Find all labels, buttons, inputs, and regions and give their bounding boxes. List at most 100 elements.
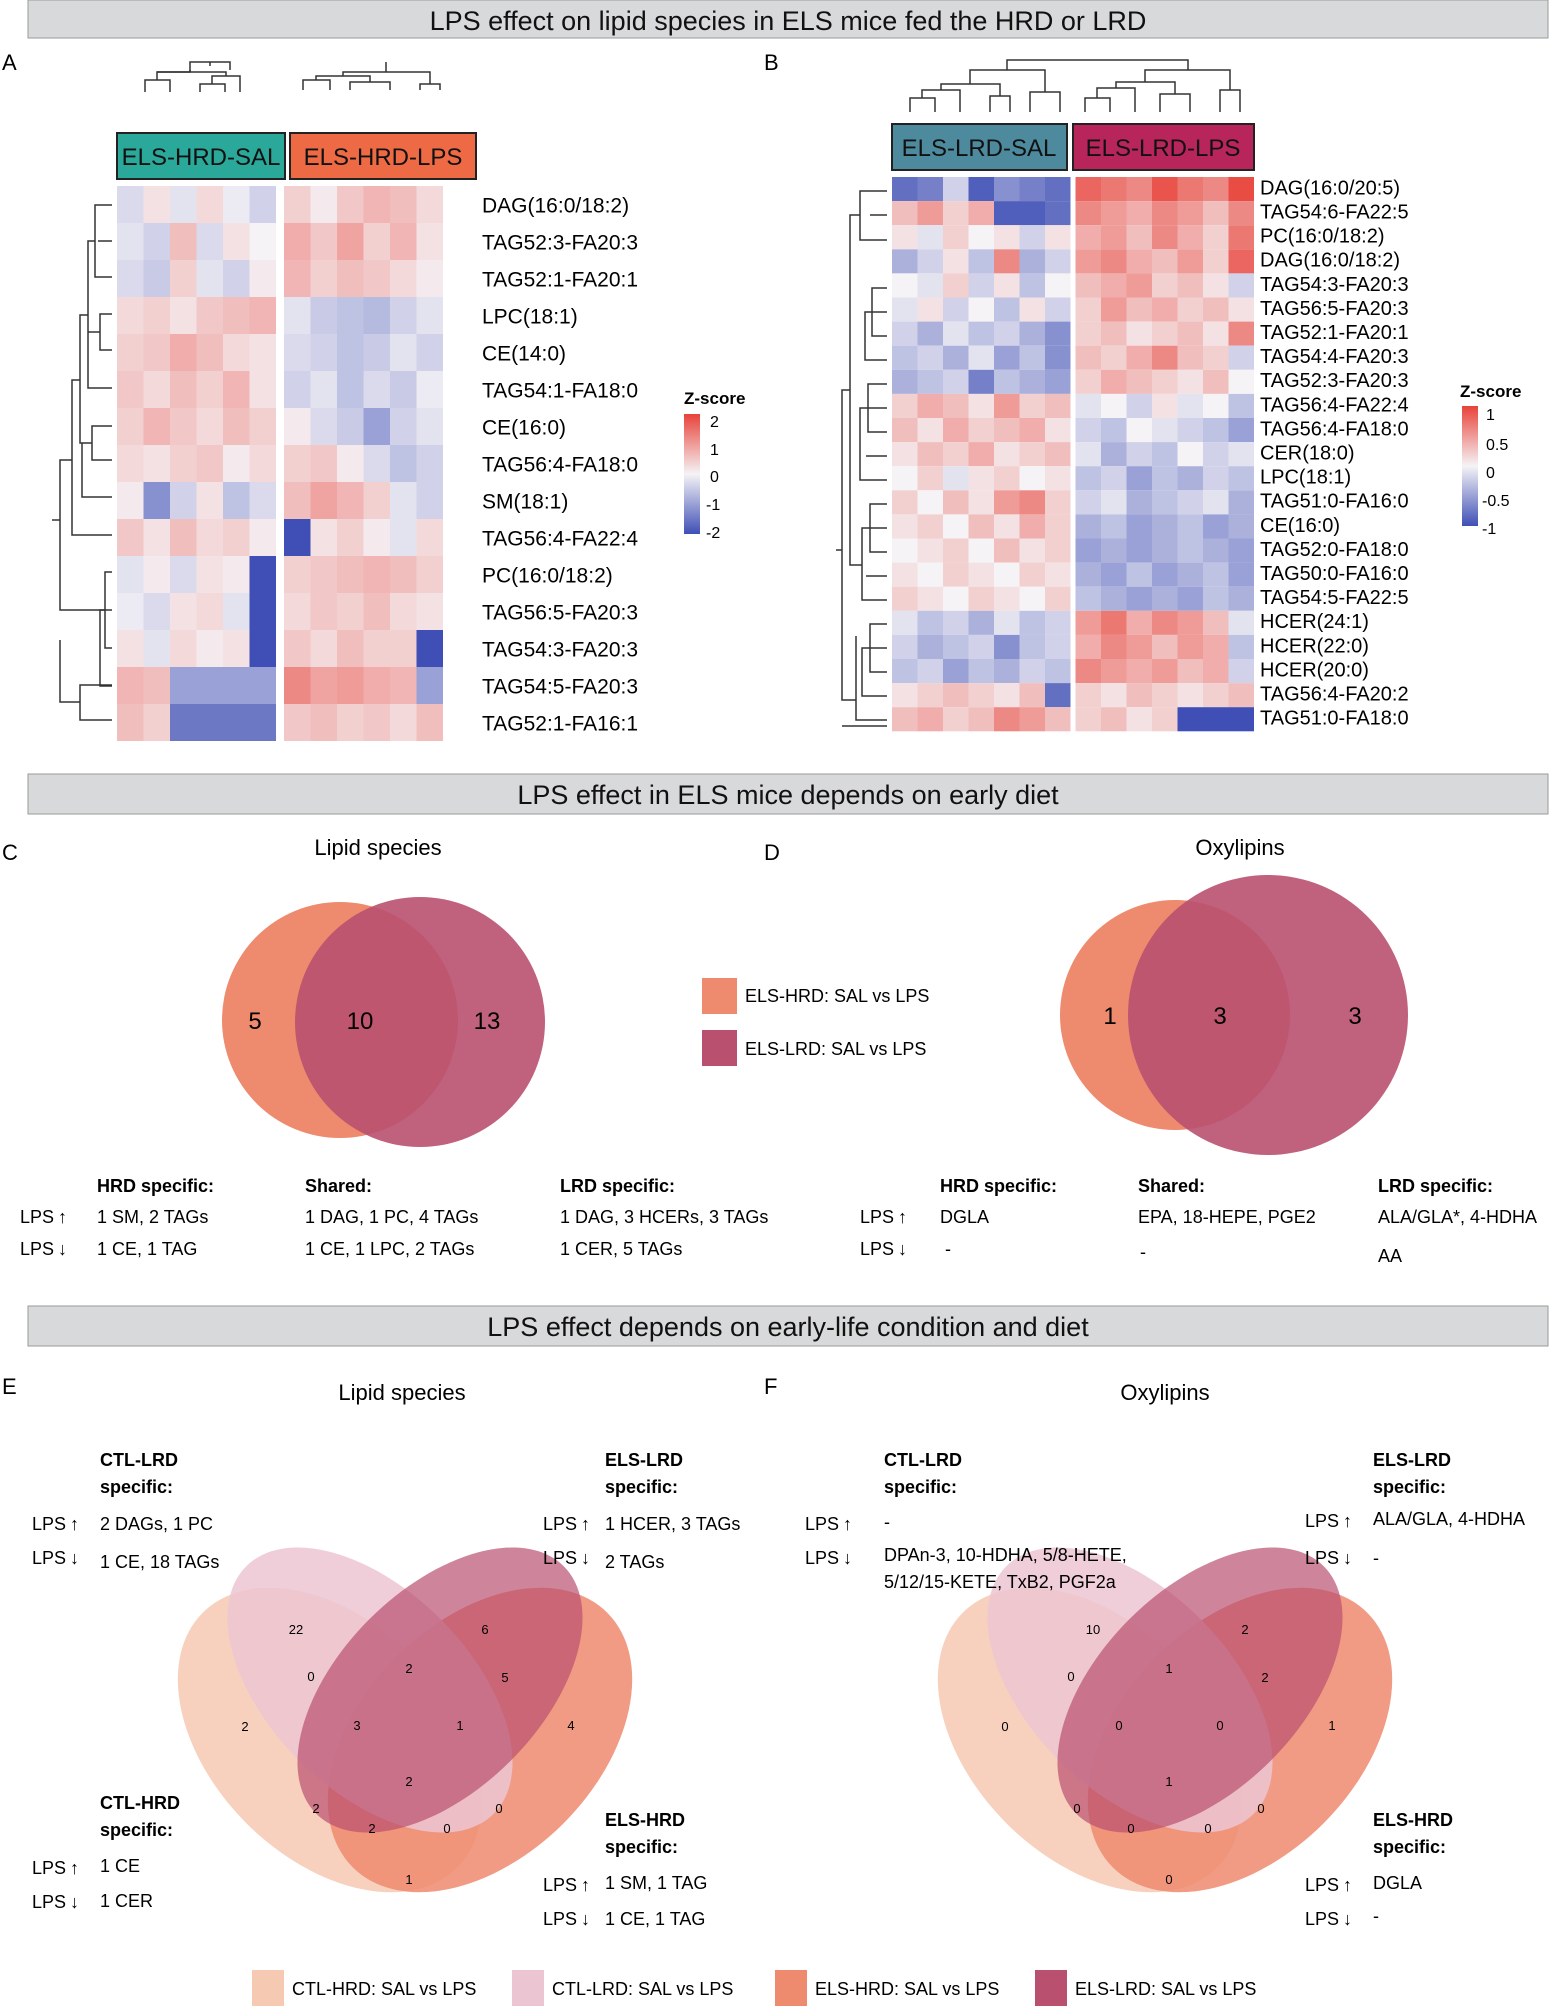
heatmap-cell <box>1101 538 1127 563</box>
panel-f-els-lrd-down: - <box>1373 1548 1379 1568</box>
heatmap-cell <box>1177 393 1203 418</box>
heatmap-cell <box>143 371 170 408</box>
heatmap-cell <box>892 586 918 611</box>
heatmap-cell <box>917 514 943 539</box>
heatmap-cell <box>1075 683 1101 708</box>
heatmap-cell <box>1045 490 1071 515</box>
heatmap-cell <box>1075 201 1101 226</box>
heatmap-cell <box>1045 659 1071 684</box>
heatmap-cell <box>416 297 443 334</box>
heatmap-row-label: PC(16:0/18:2) <box>482 565 613 588</box>
venn-f-counts: 10 2 0 1 0 1 2 0 0 1 0 0 0 0 0 <box>1001 1622 1335 1887</box>
heatmap-cell <box>1228 538 1254 563</box>
panel-d-lrd-down: AA <box>1378 1246 1402 1266</box>
heatmap-cell <box>892 249 918 274</box>
heatmap-cell <box>337 482 364 519</box>
heatmap-row-label: TAG56:4-FA22:4 <box>482 528 638 551</box>
heatmap-row-label: TAG56:5-FA20:3 <box>482 602 638 625</box>
heatmap-cell <box>249 482 276 519</box>
heatmap-cell <box>249 667 276 704</box>
panel-d-down-arrow: ↓ <box>898 1239 907 1259</box>
heatmap-cell <box>968 345 994 370</box>
heatmap-cell <box>223 519 250 556</box>
heatmap-cell <box>1075 249 1101 274</box>
venn-legend-cd-swatch-lrd <box>702 1030 737 1066</box>
heatmap-cell <box>249 556 276 593</box>
heatmap-row-label: TAG50:0-FA16:0 <box>1260 563 1409 585</box>
heatmap-cell <box>1177 562 1203 587</box>
heatmap-cell <box>1019 418 1045 443</box>
heatmap-cell <box>196 593 223 630</box>
heatmap-cell <box>1075 707 1101 732</box>
heatmap-a-tick-1: 1 <box>710 442 719 459</box>
heatmap-cell <box>1152 177 1178 202</box>
heatmap-cell <box>968 538 994 563</box>
heatmap-cell <box>390 556 417 593</box>
heatmap-cell <box>892 610 918 635</box>
heatmap-cell <box>1152 297 1178 322</box>
panel-letter-f: F <box>764 1374 777 1399</box>
panel-e-ctl-lrd-arrow-up: ↑ <box>70 1514 79 1534</box>
heatmap-cell <box>310 260 337 297</box>
heatmap-cell <box>310 223 337 260</box>
heatmap-cell <box>968 442 994 467</box>
panel-f-els-lrd-lps-up: LPS <box>1305 1511 1339 1531</box>
heatmap-cell <box>337 630 364 667</box>
heatmap-cell <box>892 634 918 659</box>
panel-f-els-lrd-lps-down: LPS <box>1305 1548 1339 1568</box>
panel-c-tables: HRD specific: LPS ↑ LPS ↓ 1 SM, 2 TAGs 1… <box>20 1176 768 1259</box>
panel-f-ctl-lrd-lps-up: LPS <box>805 1514 839 1534</box>
heatmap-cell <box>1101 659 1127 684</box>
heatmap-row-label: TAG54:1-FA18:0 <box>482 380 638 403</box>
heatmap-b-tick-05: 0.5 <box>1486 437 1508 454</box>
heatmap-cell <box>143 186 170 223</box>
heatmap-cell <box>994 273 1020 298</box>
heatmap-row-label: SM(18:1) <box>482 491 568 514</box>
heatmap-cell <box>917 683 943 708</box>
venn-legend-cd-swatch-hrd <box>702 978 737 1014</box>
heatmap-cell <box>416 704 443 741</box>
heatmap-cell <box>1152 586 1178 611</box>
heatmap-cell <box>310 371 337 408</box>
heatmap-row-label: CE(14:0) <box>482 343 566 366</box>
heatmap-cell <box>363 408 390 445</box>
heatmap-row-label: TAG54:3-FA20:3 <box>482 639 638 662</box>
heatmap-cell <box>1075 659 1101 684</box>
panel-e-els-lrd-arrow-down: ↓ <box>581 1548 590 1568</box>
panel-f-els-hrd-h2: specific: <box>1373 1837 1446 1857</box>
heatmap-cell <box>284 408 311 445</box>
heatmap-cell <box>1019 586 1045 611</box>
heatmap-cell <box>284 630 311 667</box>
heatmap-cell <box>994 369 1020 394</box>
heatmap-cell <box>1019 538 1045 563</box>
venn-legend-cd: ELS-HRD: SAL vs LPS ELS-LRD: SAL vs LPS <box>702 978 929 1066</box>
panel-e-ctl-lrd-h1: CTL-LRD <box>100 1450 178 1470</box>
heatmap-cell <box>363 630 390 667</box>
heatmap-cell <box>917 201 943 226</box>
heatmap-row-label: TAG52:1-FA20:1 <box>1260 322 1409 344</box>
heatmap-cell <box>117 667 144 704</box>
heatmap-cell <box>1045 442 1071 467</box>
heatmap-cell <box>1177 466 1203 491</box>
heatmap-cell <box>994 538 1020 563</box>
heatmap-row-label: CE(16:0) <box>1260 515 1340 537</box>
heatmap-cell <box>943 225 969 250</box>
heatmap-cell <box>968 225 994 250</box>
panel-d-shared-up: EPA, 18-HEPE, PGE2 <box>1138 1207 1316 1227</box>
panel-e-els-lrd-lps-down: LPS <box>543 1548 577 1568</box>
heatmap-cell <box>1152 514 1178 539</box>
panel-e-ctl-lrd-down: 1 CE, 18 TAGs <box>100 1552 219 1572</box>
heatmap-cell <box>943 201 969 226</box>
heatmap-cell <box>994 418 1020 443</box>
venn-f-r13: 0 <box>1204 1821 1211 1836</box>
heatmap-cell <box>1019 442 1045 467</box>
heatmap-cell <box>284 334 311 371</box>
heatmap-cell <box>943 683 969 708</box>
venn-e-r4: 0 <box>307 1669 314 1684</box>
heatmap-cell <box>1075 393 1101 418</box>
heatmap-cell <box>1101 393 1127 418</box>
heatmap-cell <box>1228 683 1254 708</box>
heatmap-cell <box>284 704 311 741</box>
heatmap-cell <box>143 667 170 704</box>
heatmap-b-scale-ticks: 1 0.5 0 -0.5 -1 <box>1482 407 1510 538</box>
